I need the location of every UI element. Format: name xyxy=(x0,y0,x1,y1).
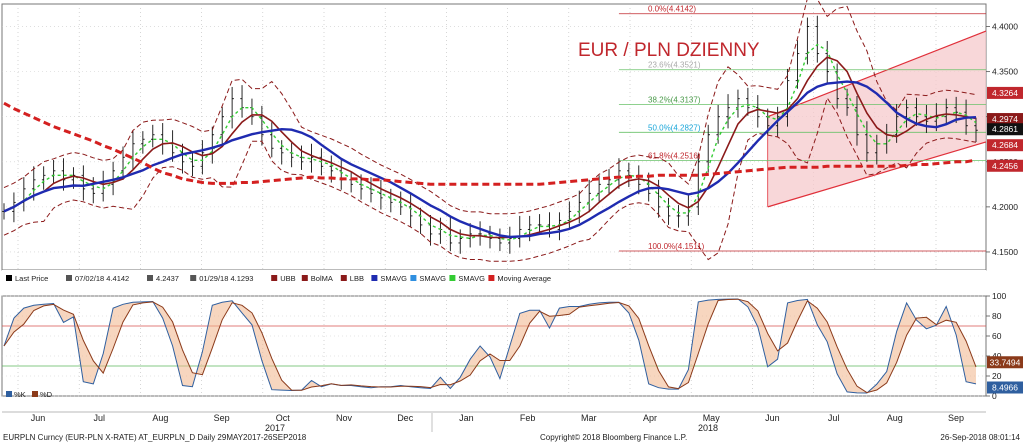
legend-item: SMAVG xyxy=(458,274,485,283)
legend-item: SMAVG xyxy=(419,274,446,283)
legend-swatch xyxy=(410,275,417,281)
osc-tag-label: 8.4966 xyxy=(992,383,1018,393)
legend-item: LBB xyxy=(350,274,364,283)
series-ubb xyxy=(3,0,977,215)
footer-copyright: Copyright© 2018 Bloomberg Finance L.P. xyxy=(540,433,688,442)
price-tag-box xyxy=(987,123,1023,136)
osc-legend-item: %K xyxy=(14,390,26,399)
legend-item: 4.2437 xyxy=(156,274,179,283)
price-tag-box xyxy=(987,86,1023,99)
series-moving-average xyxy=(3,101,977,186)
x-tick-label: Jul xyxy=(93,413,105,423)
price-tag-box xyxy=(987,139,1023,152)
x-tick-label: Dec xyxy=(397,413,414,423)
series-smavg-green xyxy=(3,43,977,241)
y-tick-label: 4.2000 xyxy=(992,202,1018,212)
legend-swatch xyxy=(301,275,308,281)
fib-level-label: 0.0%(4.4142) xyxy=(648,5,696,14)
legend-swatch xyxy=(449,275,456,281)
fib-level-label: 23.6%(4.3521) xyxy=(648,61,701,70)
osc-tick-label: 60 xyxy=(992,331,1002,341)
x-tick-label: Feb xyxy=(520,413,536,423)
x-tick-label: Sep xyxy=(948,413,964,423)
fib-level-label: 61.8%(4.2516) xyxy=(648,151,701,160)
legend-item: Last Price xyxy=(15,274,48,283)
x-tick-label: Jan xyxy=(459,413,474,423)
osc-fill xyxy=(4,299,976,393)
legend-item: SMAVG xyxy=(380,274,407,283)
y-tick-label: 4.3500 xyxy=(992,67,1018,77)
price-tag-label: 4.2456 xyxy=(992,161,1018,171)
legend-swatch xyxy=(6,275,12,281)
x-tick-label: Aug xyxy=(887,413,903,423)
x-tick-label: Oct xyxy=(276,413,291,423)
osc-legend-item: %D xyxy=(40,390,53,399)
osc-tag-box xyxy=(987,381,1023,394)
osc-tick-label: 40 xyxy=(992,351,1002,361)
price-tag-box xyxy=(987,113,1023,126)
osc-tick-label: 100 xyxy=(992,291,1006,301)
oscillator-panel-frame xyxy=(1,295,987,397)
x-tick-label: Apr xyxy=(643,413,657,423)
price-tag-label: 4.2974 xyxy=(992,114,1018,124)
x-tick-label: Jun xyxy=(765,413,780,423)
legend-swatch xyxy=(488,275,495,281)
legend-item: 07/02/18 4.4142 xyxy=(75,274,129,283)
chart-canvas: Jun Jul Aug Sep Oct Nov Dec Jan Feb Mar Apr May Jun J… xyxy=(1,0,1023,433)
osc-tick-label: 0 xyxy=(992,391,997,401)
x-tick-label: Jul xyxy=(828,413,840,423)
channel-lower-line xyxy=(767,141,987,208)
legend-item: BolMA xyxy=(311,274,333,283)
footer-ticker: EURPLN Curncy (EUR-PLN X-RATE) AT_EURPLN… xyxy=(3,433,307,442)
series-percent-k xyxy=(3,298,977,394)
osc-legend-swatch xyxy=(32,391,38,397)
x-tick-label: Sep xyxy=(214,413,230,423)
x-tick-label: Nov xyxy=(336,413,353,423)
price-tag-box xyxy=(987,159,1023,172)
legend-swatch xyxy=(66,275,72,281)
series-percent-d xyxy=(3,298,977,394)
series-lbb xyxy=(3,96,977,262)
legend: Last Price 07/02/18 4.4142 4.2437 01/29/18 … xyxy=(2,270,986,290)
footer-bar: EURPLN Curncy (EUR-PLN X-RATE) AT_EURPLN… xyxy=(0,432,1024,444)
x-tick-label: Mar xyxy=(581,413,597,423)
legend-swatch xyxy=(340,275,347,281)
fib-level-label: 38.2%(4.3137) xyxy=(648,95,701,104)
legend-item: 01/29/18 4.1293 xyxy=(199,274,253,283)
x-year-label: 2018 xyxy=(698,423,718,432)
osc-tick-label: 80 xyxy=(992,311,1002,321)
footer-timestamp: 26-Sep-2018 08:01:14 xyxy=(940,433,1020,442)
fib-level-label: 100.0%(4.1511) xyxy=(648,242,705,251)
osc-tag-label: 33.7494 xyxy=(990,357,1021,367)
legend-item: UBB xyxy=(280,274,295,283)
channel-upper-line xyxy=(767,30,987,118)
legend-swatch xyxy=(271,275,278,281)
legend-swatch xyxy=(371,275,378,281)
fib-level-label: 50.0%(4.2827) xyxy=(648,123,701,132)
price-tag-label: 4.2684 xyxy=(992,140,1018,150)
legend-swatch xyxy=(147,275,153,281)
x-year-label: 2017 xyxy=(265,423,285,432)
legend-item: Moving Average xyxy=(497,274,551,283)
channel-fill xyxy=(767,31,986,207)
legend-swatch xyxy=(190,275,197,281)
osc-tick-label: 20 xyxy=(992,371,1002,381)
chart-title: EUR / PLN DZIENNY xyxy=(578,40,760,61)
price-tag-label: 4.2861 xyxy=(992,124,1018,134)
x-tick-label: Aug xyxy=(152,413,168,423)
series-bolma xyxy=(3,56,977,239)
x-tick-label: Jun xyxy=(31,413,46,423)
osc-legend-swatch xyxy=(6,391,12,397)
series-smavg-blue xyxy=(3,80,977,239)
osc-tag-box xyxy=(987,356,1023,369)
y-tick-label: 4.4000 xyxy=(992,22,1018,32)
x-tick-label: May xyxy=(703,413,721,423)
price-tag-label: 4.3264 xyxy=(992,88,1018,98)
y-tick-label: 4.1500 xyxy=(992,247,1018,257)
